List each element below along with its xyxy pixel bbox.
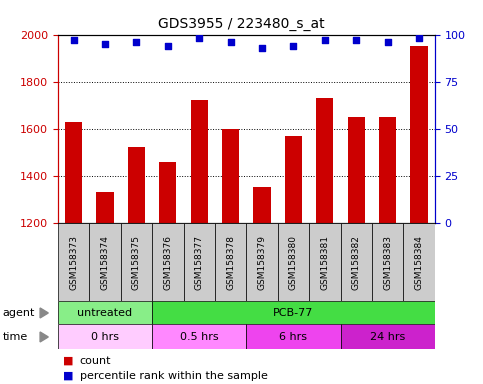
Bar bbox=[316, 98, 333, 223]
Bar bbox=[58, 324, 152, 349]
Bar bbox=[309, 223, 341, 301]
Bar bbox=[348, 117, 365, 223]
Bar bbox=[411, 46, 427, 223]
Bar bbox=[152, 301, 435, 324]
Text: untreated: untreated bbox=[77, 308, 133, 318]
Text: GSM158379: GSM158379 bbox=[257, 235, 267, 290]
Point bbox=[133, 39, 141, 45]
Text: GSM158380: GSM158380 bbox=[289, 235, 298, 290]
Text: GSM158376: GSM158376 bbox=[163, 235, 172, 290]
Point bbox=[384, 39, 392, 45]
Point bbox=[227, 39, 235, 45]
Bar bbox=[285, 136, 302, 223]
Text: 0 hrs: 0 hrs bbox=[91, 332, 119, 342]
Bar bbox=[254, 187, 270, 223]
Bar bbox=[278, 223, 309, 301]
Bar bbox=[246, 223, 278, 301]
Bar bbox=[184, 223, 215, 301]
Bar bbox=[89, 223, 121, 301]
Bar bbox=[403, 223, 435, 301]
Text: GSM158378: GSM158378 bbox=[226, 235, 235, 290]
Text: percentile rank within the sample: percentile rank within the sample bbox=[80, 371, 268, 381]
Bar bbox=[159, 162, 176, 223]
Text: GSM158384: GSM158384 bbox=[414, 235, 424, 290]
Point bbox=[415, 35, 423, 41]
Bar bbox=[191, 100, 208, 223]
Bar bbox=[152, 324, 246, 349]
Point bbox=[290, 43, 298, 49]
Text: PCB-77: PCB-77 bbox=[273, 308, 313, 318]
Bar bbox=[97, 192, 114, 223]
Bar bbox=[341, 324, 435, 349]
Bar bbox=[128, 147, 145, 223]
Text: 6 hrs: 6 hrs bbox=[280, 332, 307, 342]
Bar bbox=[372, 223, 403, 301]
Text: GSM158377: GSM158377 bbox=[195, 235, 204, 290]
Bar bbox=[65, 122, 82, 223]
Point bbox=[70, 37, 78, 43]
Text: GSM158373: GSM158373 bbox=[69, 235, 78, 290]
Text: time: time bbox=[2, 332, 28, 342]
Text: GSM158375: GSM158375 bbox=[132, 235, 141, 290]
Bar bbox=[379, 117, 396, 223]
Point bbox=[164, 43, 172, 49]
Bar bbox=[58, 223, 89, 301]
Text: count: count bbox=[80, 356, 111, 366]
Point bbox=[195, 35, 203, 41]
Text: ■: ■ bbox=[63, 356, 73, 366]
Bar bbox=[215, 223, 246, 301]
Point bbox=[353, 37, 360, 43]
Bar bbox=[152, 223, 184, 301]
Bar bbox=[341, 223, 372, 301]
Text: 0.5 hrs: 0.5 hrs bbox=[180, 332, 218, 342]
Text: GSM158374: GSM158374 bbox=[100, 235, 110, 290]
Text: GSM158381: GSM158381 bbox=[320, 235, 329, 290]
Text: agent: agent bbox=[2, 308, 35, 318]
Bar bbox=[121, 223, 152, 301]
Bar bbox=[222, 129, 239, 223]
Point bbox=[101, 41, 109, 47]
Bar bbox=[246, 324, 341, 349]
Text: GSM158382: GSM158382 bbox=[352, 235, 361, 290]
Point bbox=[258, 45, 266, 51]
Point bbox=[321, 37, 328, 43]
Text: GSM158383: GSM158383 bbox=[383, 235, 392, 290]
Bar bbox=[58, 301, 152, 324]
Text: ■: ■ bbox=[63, 371, 73, 381]
Text: 24 hrs: 24 hrs bbox=[370, 332, 405, 342]
Text: GDS3955 / 223480_s_at: GDS3955 / 223480_s_at bbox=[158, 17, 325, 31]
